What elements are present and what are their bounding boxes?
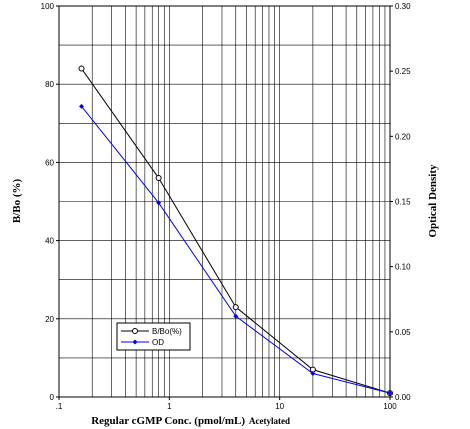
y-tick-label: 40 xyxy=(45,237,54,246)
x-axis-title-suffix: Acetylated xyxy=(249,416,290,426)
axis-ticks: .1 1 10 1000204060801000.000.050.100.150.20… xyxy=(41,2,411,411)
data-point-bbo xyxy=(232,304,239,311)
y2-tick-label: 0.30 xyxy=(395,2,411,11)
y-tick-label: 0 xyxy=(50,393,55,402)
data-point-od xyxy=(233,313,239,319)
data-point-od xyxy=(156,200,162,206)
legend-label-bbo: B/Bo(%) xyxy=(152,327,182,336)
data-point-bbo xyxy=(78,65,85,72)
data-point-od xyxy=(79,103,85,109)
y-tick-label: 60 xyxy=(45,158,54,167)
x-tick-label: .1 xyxy=(56,402,63,411)
data-point-od xyxy=(310,371,316,377)
x-tick-label: 100 xyxy=(383,402,397,411)
y2-tick-label: 0.25 xyxy=(395,67,411,76)
y-tick-label: 80 xyxy=(45,80,54,89)
data-point-od xyxy=(387,390,393,396)
y-tick-label: 100 xyxy=(41,2,55,11)
legend-marker-od xyxy=(132,339,138,345)
x-axis-title: Regular cGMP Conc. (pmol/mL) xyxy=(91,415,245,427)
legend-marker-bbo xyxy=(132,328,138,334)
y2-tick-label: 0.20 xyxy=(395,132,411,141)
y-tick-label: 20 xyxy=(45,315,54,324)
series-layer xyxy=(78,65,393,397)
legend-box xyxy=(116,322,191,351)
legend: B/Bo(%) OD xyxy=(116,322,191,351)
x-tick-label: 10 xyxy=(275,402,284,411)
grid xyxy=(59,6,390,397)
y2-tick-label: 0.05 xyxy=(395,328,411,337)
y2-tick-label: 0.15 xyxy=(395,198,411,207)
y2-axis-title: Optical Density xyxy=(427,164,439,238)
y2-tick-label: 0.10 xyxy=(395,263,411,272)
legend-label-od: OD xyxy=(152,338,164,347)
y-axis-title: B/Bo (%) xyxy=(11,179,23,224)
y2-tick-label: 0.00 xyxy=(395,393,411,402)
data-point-bbo xyxy=(155,175,162,182)
x-tick-label: 1 xyxy=(167,402,172,411)
